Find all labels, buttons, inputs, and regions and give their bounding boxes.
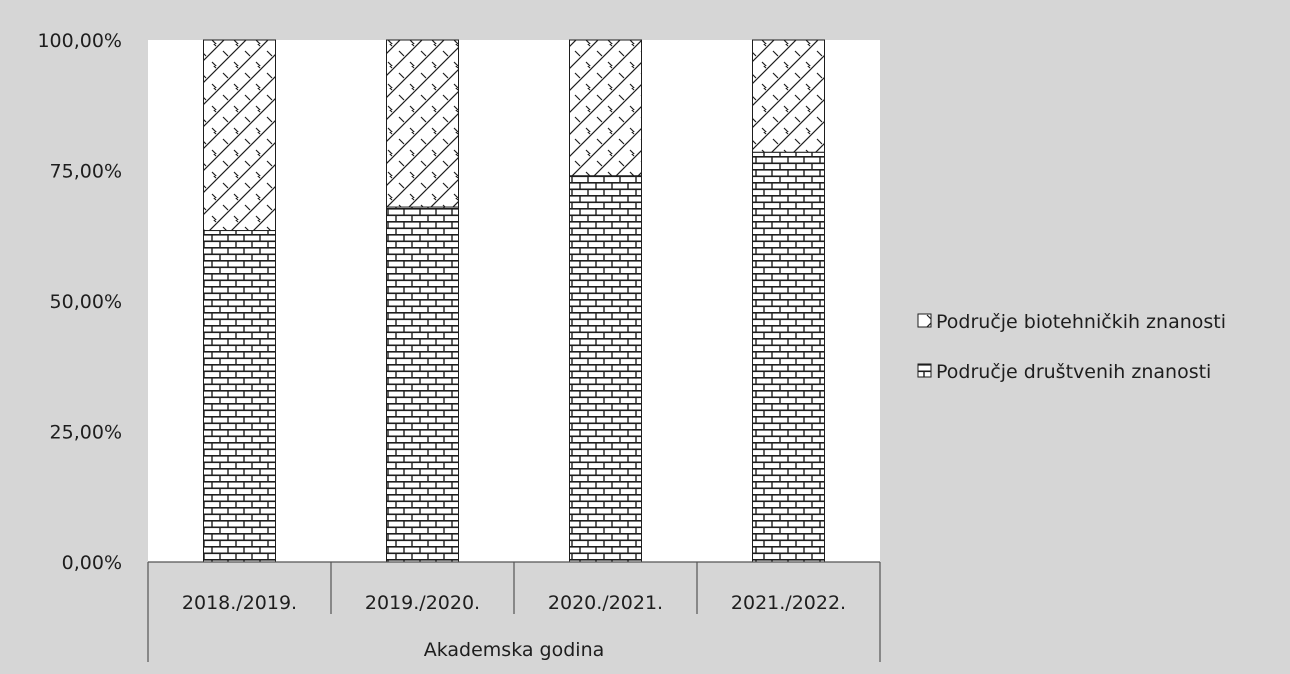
bar-biotehnicke-0 [203, 39, 276, 232]
legend: Područje biotehničkih znanosti Područje d… [917, 311, 1226, 383]
axes-layer [147, 561, 881, 662]
bars-layer [203, 39, 825, 563]
bar-biotehnicke-2 [569, 39, 642, 177]
bar-drustvene-3 [752, 151, 825, 563]
y-tick-label: 75,00% [50, 161, 122, 183]
x-tick-label: 2018./2019. [182, 592, 297, 614]
x-tick-label: 2021./2022. [731, 592, 846, 614]
legend-swatch-drustvene [917, 363, 932, 378]
x-tick-label: 2019./2020. [365, 592, 480, 614]
bar-drustvene-2 [569, 175, 642, 563]
legend-swatch-biotehnicke [917, 313, 932, 328]
bar-drustvene-1 [386, 206, 459, 563]
bar-drustvene-0 [203, 230, 276, 563]
legend-label-biotehnicke: Područje biotehničkih znanosti [936, 311, 1226, 333]
y-tick-label: 0,00% [62, 552, 122, 574]
labels-layer: 0,00% 25,00% 50,00% 75,00% 100,00% 2018./2019… [37, 30, 846, 661]
y-tick-label: 50,00% [50, 291, 122, 313]
bar-biotehnicke-3 [752, 39, 825, 153]
y-tick-label: 100,00% [37, 30, 122, 52]
y-tick-label: 25,00% [50, 422, 122, 444]
x-tick-label: 2020./2021. [548, 592, 663, 614]
legend-label-drustvene: Područje društvenih znanosti [936, 361, 1211, 383]
x-axis-title: Akademska godina [424, 639, 605, 661]
bar-biotehnicke-1 [386, 39, 459, 208]
